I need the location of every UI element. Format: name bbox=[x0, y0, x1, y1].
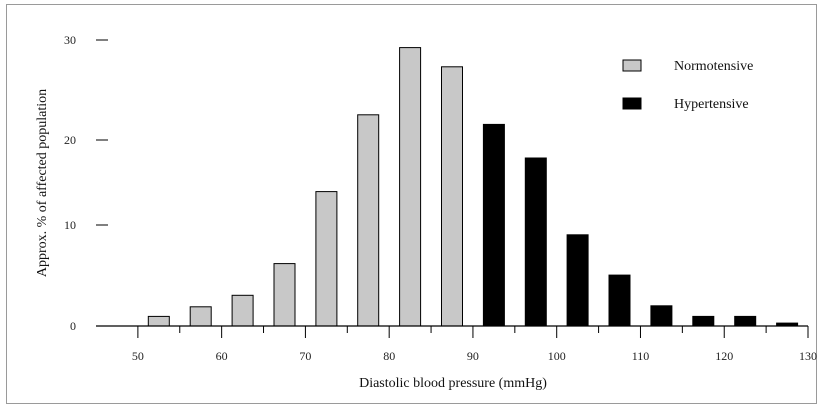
legend-swatch-normotensive bbox=[622, 59, 642, 72]
y-axis-ticks: 0 10 20 30 bbox=[64, 33, 108, 333]
bar-normotensive-57.5 bbox=[189, 306, 212, 327]
bar-normotensive-52.5 bbox=[147, 315, 170, 327]
y-tick-label-10: 10 bbox=[64, 218, 76, 232]
bar-hypertensive-107.5 bbox=[608, 274, 631, 327]
bar-hypertensive-92.5 bbox=[482, 123, 505, 327]
legend-swatch-hypertensive bbox=[622, 97, 642, 110]
x-tick-label-50: 50 bbox=[132, 349, 144, 363]
x-axis-ticks: 50 60 70 80 90 100 110 120 130 bbox=[132, 326, 817, 363]
x-tick-label-70: 70 bbox=[299, 349, 311, 363]
legend: Normotensive Hypertensive bbox=[622, 59, 753, 112]
y-axis-title: Approx. % of affected population bbox=[35, 89, 50, 277]
bar-normotensive-87.5 bbox=[441, 66, 463, 327]
y-tick-label-30: 30 bbox=[64, 33, 76, 47]
bar-normotensive-82.5 bbox=[399, 47, 422, 327]
bar-normotensive-67.5 bbox=[273, 263, 296, 327]
x-tick-label-100: 100 bbox=[548, 349, 566, 363]
bars bbox=[147, 47, 799, 327]
bar-normotensive-77.5 bbox=[357, 114, 380, 327]
y-tick-label-0: 0 bbox=[70, 319, 76, 333]
legend-label-hypertensive: Hypertensive bbox=[674, 97, 749, 112]
legend-label-normotensive: Normotensive bbox=[674, 59, 753, 74]
y-tick-label-20: 20 bbox=[64, 133, 76, 147]
x-tick-label-90: 90 bbox=[467, 349, 479, 363]
x-tick-label-110: 110 bbox=[632, 349, 650, 363]
x-axis-title: Diastolic blood pressure (mmHg) bbox=[359, 376, 547, 391]
bar-normotensive-72.5 bbox=[315, 191, 338, 327]
bar-hypertensive-97.5 bbox=[524, 157, 547, 327]
bar-normotensive-62.5 bbox=[231, 294, 254, 327]
x-tick-label-80: 80 bbox=[383, 349, 395, 363]
x-tick-label-130: 130 bbox=[799, 349, 817, 363]
bar-hypertensive-122.5 bbox=[734, 315, 757, 327]
x-tick-label-60: 60 bbox=[216, 349, 228, 363]
bar-hypertensive-117.5 bbox=[692, 315, 715, 327]
bar-hypertensive-102.5 bbox=[566, 234, 589, 327]
x-tick-label-120: 120 bbox=[715, 349, 733, 363]
bar-hypertensive-112.5 bbox=[650, 305, 673, 327]
